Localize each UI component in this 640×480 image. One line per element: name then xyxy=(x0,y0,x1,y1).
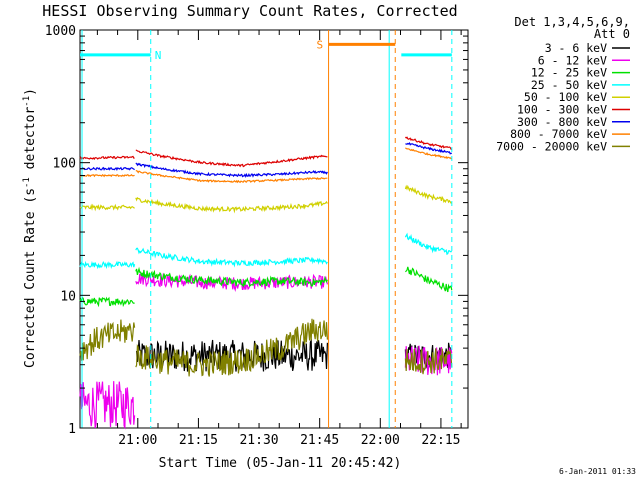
x-tick-label: 22:15 xyxy=(421,433,460,448)
series-5 xyxy=(79,136,453,168)
axes: 1 10 100 1000 21:00 21:15 21:30 21:45 22:00 22:15 xyxy=(45,24,468,448)
marker-label: S xyxy=(316,38,323,51)
series-line xyxy=(135,266,328,288)
y-axis-label-sup2: -1 xyxy=(22,96,32,107)
series-line xyxy=(405,147,453,160)
legend-label: 7000 - 20000 keV xyxy=(496,139,607,153)
x-tick-label: 21:15 xyxy=(179,433,218,448)
y-tick-label: 100 xyxy=(53,157,76,172)
x-tick-label: 22:00 xyxy=(361,433,400,448)
series-6 xyxy=(79,142,452,178)
legend-header-detectors: Det 1,3,4,5,6,9, xyxy=(514,15,630,29)
legend-label: 3 - 6 keV xyxy=(545,41,607,55)
x-tick-label: 21:00 xyxy=(118,433,157,448)
series-line xyxy=(79,381,136,430)
series-line xyxy=(404,232,452,256)
x-tick-label: 21:30 xyxy=(239,433,278,448)
series-line xyxy=(404,136,453,151)
legend-header-attenuator: Att 0 xyxy=(594,27,630,41)
legend-label: 800 - 7000 keV xyxy=(510,127,607,141)
series-3 xyxy=(79,232,452,270)
y-axis-label-end: ) xyxy=(23,88,38,96)
series-line xyxy=(79,260,136,270)
series-line xyxy=(79,203,135,212)
legend-label: 12 - 25 keV xyxy=(531,66,607,80)
series-line xyxy=(79,166,135,171)
attenuator-markers: NS xyxy=(80,30,453,428)
y-axis-label: Corrected Count Rate (s-1 detector-1) xyxy=(22,88,38,368)
x-tick-label: 21:45 xyxy=(300,433,339,448)
series-7 xyxy=(79,147,453,184)
series-4 xyxy=(79,184,452,214)
footer-date: 6-Jan-2011 01:33 xyxy=(559,467,636,476)
y-tick-label: 1000 xyxy=(45,24,76,39)
legend-label: 100 - 300 keV xyxy=(517,103,607,117)
marker-label: N xyxy=(155,49,162,62)
series-line xyxy=(79,319,136,361)
series-line xyxy=(404,266,453,293)
series-line xyxy=(135,318,328,377)
series-line xyxy=(79,296,135,308)
series-layer xyxy=(79,136,453,430)
series-line xyxy=(79,155,135,161)
series-line xyxy=(135,196,328,214)
series-line xyxy=(135,170,328,184)
series-2 xyxy=(79,266,453,308)
series-line xyxy=(135,149,328,168)
series-line xyxy=(135,162,328,178)
y-axis-label-main: Corrected Count Rate (s xyxy=(23,188,38,368)
y-tick-label: 1 xyxy=(68,422,76,437)
series-line xyxy=(404,184,452,204)
legend-label: 300 - 800 keV xyxy=(517,115,607,129)
series-line xyxy=(79,173,135,178)
legend-label: 25 - 50 keV xyxy=(531,78,607,92)
y-axis-label-mid: detector xyxy=(23,107,38,178)
legend-label: 6 - 12 keV xyxy=(538,53,607,67)
series-line xyxy=(404,348,453,375)
legend-label: 50 - 100 keV xyxy=(524,90,607,104)
series-line xyxy=(135,247,328,268)
y-tick-label: 10 xyxy=(60,289,76,304)
series-line xyxy=(405,142,452,155)
chart-title: HESSI Observing Summary Count Rates, Cor… xyxy=(42,2,457,20)
series-8 xyxy=(79,318,453,377)
y-axis-label-sup1: -1 xyxy=(22,177,32,188)
x-axis-label: Start Time (05-Jan-11 20:45:42) xyxy=(159,456,402,471)
